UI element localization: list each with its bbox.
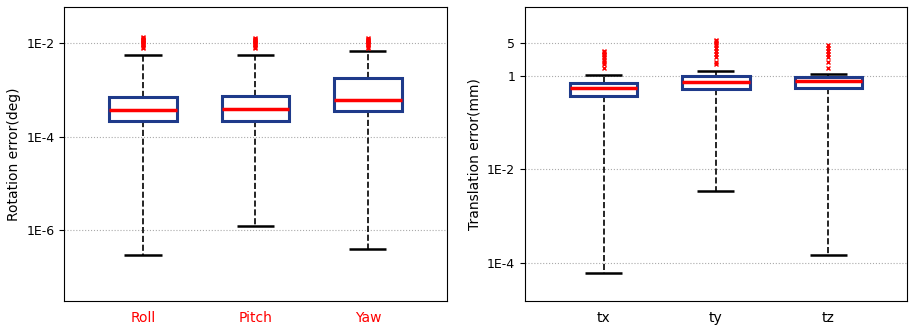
Y-axis label: Rotation error(deg): Rotation error(deg)	[7, 87, 21, 221]
Bar	[794, 77, 862, 88]
Bar	[569, 83, 637, 96]
Bar	[682, 76, 749, 89]
Bar	[110, 97, 176, 121]
Bar	[222, 96, 289, 121]
Bar	[335, 78, 401, 111]
Y-axis label: Translation error(mm): Translation error(mm)	[467, 78, 482, 230]
